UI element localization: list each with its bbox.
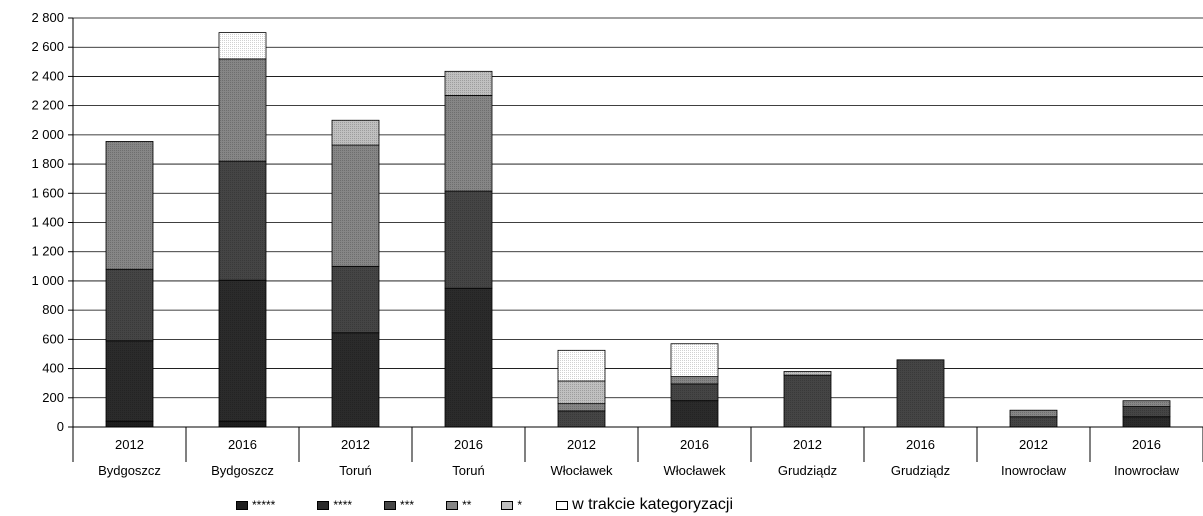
x-label-year: 2012 [115, 437, 144, 452]
legend-item: ***** [236, 498, 275, 512]
y-tick-label: 600 [42, 331, 64, 346]
bar-segment-texture [671, 343, 718, 377]
legend-label: ***** [252, 498, 276, 512]
legend-swatch [446, 500, 459, 510]
bar-segment-texture [445, 191, 492, 289]
legend-swatch [556, 500, 569, 510]
y-tick-label: 1 800 [31, 156, 64, 171]
x-label-year: 2012 [341, 437, 370, 452]
bar-segment-texture [332, 266, 379, 333]
x-label-city: Bydgoszcz [211, 463, 274, 478]
bar-segment-texture [106, 421, 153, 427]
bar-segment-texture [106, 141, 153, 270]
x-label-year: 2016 [1132, 437, 1161, 452]
y-tick-label: 200 [42, 390, 64, 405]
x-label-year: 2012 [793, 437, 822, 452]
x-label-city: Inowrocław [1001, 463, 1067, 478]
y-tick-label: 1 600 [31, 185, 64, 200]
y-tick-label: 800 [42, 302, 64, 317]
legend: ***** **** *** ** * w trakcie kategoryzacji [236, 496, 733, 514]
bar-segment-texture [219, 32, 266, 59]
y-tick-label: 1 200 [31, 244, 64, 259]
bar-segment-texture [219, 58, 266, 162]
x-label-city: Włocławek [663, 463, 726, 478]
bar-segment-texture [445, 95, 492, 192]
x-label-city: Włocławek [550, 463, 613, 478]
y-tick-label: 2 200 [31, 98, 64, 113]
legend-item: w trakcie kategoryzacji [556, 496, 733, 514]
bars [105, 32, 1171, 428]
bar-segment-texture [332, 332, 379, 427]
bar-segment-texture [1010, 416, 1057, 427]
bar-segment-texture [671, 383, 718, 401]
x-label-year: 2016 [680, 437, 709, 452]
bar-segment-texture [219, 161, 266, 281]
bar-segment-texture [106, 340, 153, 422]
bar-segment-texture [445, 71, 492, 96]
x-label-year: 2016 [454, 437, 483, 452]
legend-item: **** [317, 498, 352, 512]
x-axis-labels: 2012 Bydgoszcz 2016 Bydgoszcz 2012 Toruń 2016 T… [98, 437, 1180, 478]
y-tick-label: 2 000 [31, 127, 64, 142]
legend-swatch [384, 500, 397, 510]
y-tick-label: 2 800 [31, 10, 64, 25]
bar-segment-texture [1010, 410, 1057, 417]
x-label-year: 2016 [228, 437, 257, 452]
bar-segment-texture [671, 376, 718, 384]
legend-item: *** [384, 498, 414, 512]
bar-segment-texture [558, 403, 605, 411]
y-tick-label: 1 400 [31, 215, 64, 230]
y-tick-label: 2 400 [31, 68, 64, 83]
y-axis-tick-labels: 0 200 400 600 800 1 000 1 200 1 400 1 600 1 800 2 … [31, 10, 64, 434]
bar-segment-texture [219, 280, 266, 422]
bar-segment-texture [1123, 406, 1170, 417]
y-tick-label: 1 000 [31, 273, 64, 288]
bar-segment-texture [332, 145, 379, 267]
legend-swatch [501, 500, 514, 510]
bar-segment-texture [445, 288, 492, 427]
x-label-year: 2012 [1019, 437, 1048, 452]
x-label-city: Bydgoszcz [98, 463, 161, 478]
x-label-city: Grudziądz [891, 463, 950, 478]
y-tick-label: 2 600 [31, 39, 64, 54]
stacked-bar-chart: 0 200 400 600 800 1 000 1 200 1 400 1 600 1 800 2 … [31, 10, 1203, 478]
legend-label: **** [333, 498, 353, 512]
legend-label: *** [400, 498, 415, 512]
legend-item: * [501, 498, 522, 512]
bar-segment-texture [106, 269, 153, 341]
bar-segment-texture [1123, 416, 1170, 427]
bar-segment-texture [897, 359, 944, 427]
bar-segment-texture [558, 410, 605, 427]
legend-swatch [236, 500, 248, 510]
bar-segment-texture [671, 400, 718, 427]
x-label-city: Grudziądz [778, 463, 837, 478]
bar-segment-texture [784, 375, 831, 427]
legend-label: ** [462, 498, 472, 512]
legend-label: w trakcie kategoryzacji [572, 496, 734, 513]
x-label-city: Toruń [339, 463, 372, 478]
legend-swatch [317, 500, 330, 510]
x-label-year: 2012 [567, 437, 596, 452]
bar-segment-texture [558, 350, 605, 381]
bar-segment-texture [784, 371, 831, 376]
bar-segment-texture [558, 380, 605, 404]
x-label-year: 2016 [906, 437, 935, 452]
legend-item: ** [446, 498, 471, 512]
y-tick-label: 0 [57, 419, 64, 434]
y-tick-label: 400 [42, 361, 64, 376]
bar-segment-texture [1123, 400, 1170, 407]
x-label-city: Inowrocław [1114, 463, 1180, 478]
legend-label: * [517, 498, 523, 512]
axes [68, 17, 1203, 462]
bar-segment-texture [219, 421, 266, 427]
bar-segment-texture [332, 120, 379, 146]
x-label-city: Toruń [452, 463, 485, 478]
